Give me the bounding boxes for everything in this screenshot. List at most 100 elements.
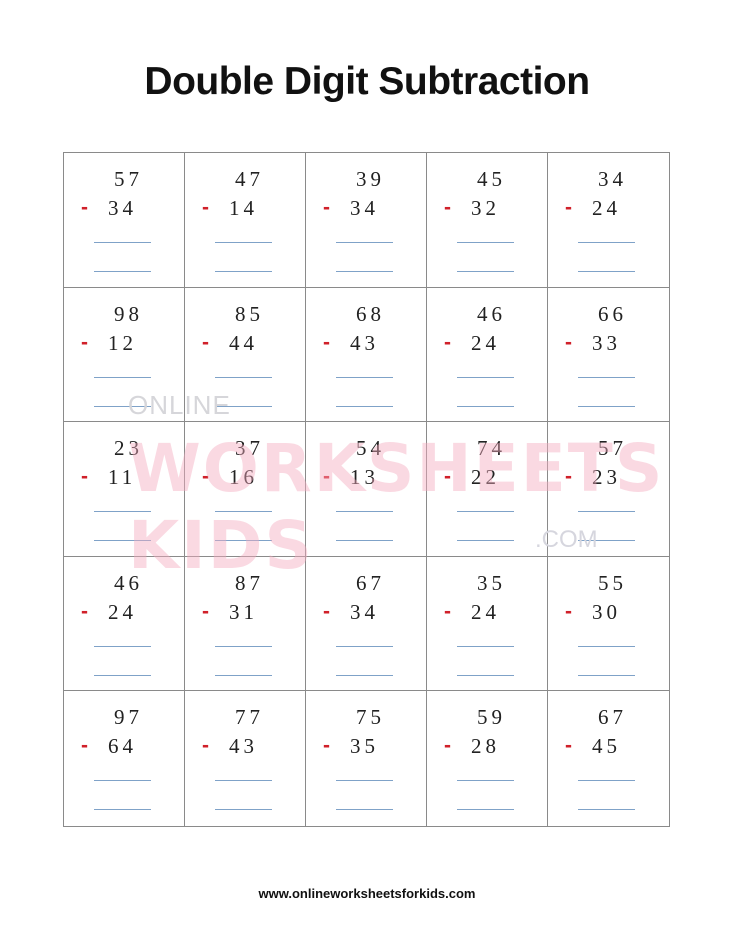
answer-line[interactable] xyxy=(578,376,635,378)
answer-line[interactable] xyxy=(457,540,514,542)
answer-line[interactable] xyxy=(578,511,635,513)
answer-line[interactable] xyxy=(215,511,272,513)
answer-line[interactable] xyxy=(336,674,393,676)
answer-line[interactable] xyxy=(336,376,393,378)
answer-line[interactable] xyxy=(578,645,635,647)
answer-line[interactable] xyxy=(215,376,272,378)
answer-line[interactable] xyxy=(457,674,514,676)
answer-line[interactable] xyxy=(457,645,514,647)
minus-sign: - xyxy=(444,196,451,219)
subtrahend: 45 xyxy=(592,734,621,759)
answer-line[interactable] xyxy=(457,405,514,407)
subtrahend: 31 xyxy=(229,599,258,624)
minuend: 68 xyxy=(356,301,385,326)
minus-sign: - xyxy=(565,330,572,354)
minuend: 98 xyxy=(114,301,143,326)
minuend: 23 xyxy=(114,436,143,461)
subtrahend: 24 xyxy=(471,599,500,624)
minuend: 54 xyxy=(356,436,385,461)
subtrahend: 23 xyxy=(592,465,621,490)
minuend: 67 xyxy=(356,570,385,595)
answer-line[interactable] xyxy=(457,809,514,811)
answer-line[interactable] xyxy=(578,674,635,676)
minus-sign: - xyxy=(565,465,572,489)
problem-cell: 46 -24 xyxy=(64,556,185,692)
minuend: 75 xyxy=(356,705,385,730)
subtrahend: 34 xyxy=(350,196,379,220)
minuend: 37 xyxy=(235,436,264,461)
problem-cell: 59 -28 xyxy=(427,691,548,826)
answer-line[interactable] xyxy=(336,645,393,647)
subtrahend: 34 xyxy=(108,196,137,220)
answer-line[interactable] xyxy=(215,540,272,542)
minuend: 66 xyxy=(598,301,627,326)
answer-line[interactable] xyxy=(457,271,514,272)
answer-line[interactable] xyxy=(94,376,151,378)
answer-line[interactable] xyxy=(94,511,151,513)
answer-line[interactable] xyxy=(578,780,635,782)
answer-line[interactable] xyxy=(457,780,514,782)
answer-line[interactable] xyxy=(578,540,635,542)
minus-sign: - xyxy=(444,330,451,354)
answer-line[interactable] xyxy=(215,780,272,782)
minus-sign: - xyxy=(565,599,572,623)
answer-line[interactable] xyxy=(457,242,514,243)
problem-cell: 37 -16 xyxy=(185,422,306,557)
minuend: 87 xyxy=(235,570,264,595)
answer-line[interactable] xyxy=(336,540,393,542)
problem-grid: 57-34 47-14 39-34 45-32 34-24 98-12 85-44 68-43… xyxy=(63,152,670,827)
answer-line[interactable] xyxy=(578,405,635,407)
minuend: 55 xyxy=(598,570,627,595)
subtrahend: 33 xyxy=(592,330,621,355)
subtrahend: 24 xyxy=(108,599,137,624)
minuend: 34 xyxy=(598,167,627,191)
minuend: 77 xyxy=(235,705,264,730)
minuend: 57 xyxy=(114,167,143,191)
subtrahend: 14 xyxy=(229,196,258,220)
minus-sign: - xyxy=(202,599,209,623)
answer-line[interactable] xyxy=(215,674,272,676)
answer-line[interactable] xyxy=(94,405,151,407)
subtrahend: 44 xyxy=(229,330,258,355)
minuend: 46 xyxy=(114,570,143,595)
answer-line[interactable] xyxy=(336,271,393,272)
problem-cell: 23 -11 xyxy=(64,422,185,557)
answer-line[interactable] xyxy=(94,780,151,782)
answer-line[interactable] xyxy=(94,645,151,647)
problem-cell: 35 -24 xyxy=(427,556,548,692)
answer-line[interactable] xyxy=(336,405,393,407)
minus-sign: - xyxy=(323,465,330,489)
minuend: 35 xyxy=(477,570,506,595)
answer-line[interactable] xyxy=(457,511,514,513)
answer-line[interactable] xyxy=(336,809,393,811)
minus-sign: - xyxy=(444,465,451,489)
answer-line[interactable] xyxy=(215,645,272,647)
answer-line[interactable] xyxy=(215,809,272,811)
subtrahend: 12 xyxy=(108,330,137,355)
minus-sign: - xyxy=(81,599,88,623)
answer-line[interactable] xyxy=(578,271,635,272)
minus-sign: - xyxy=(444,734,451,758)
minuend: 57 xyxy=(598,436,627,461)
answer-line[interactable] xyxy=(215,242,272,243)
answer-line[interactable] xyxy=(578,242,635,243)
answer-line[interactable] xyxy=(215,271,272,272)
answer-line[interactable] xyxy=(94,242,151,243)
answer-line[interactable] xyxy=(578,809,635,811)
answer-line[interactable] xyxy=(336,242,393,243)
answer-line[interactable] xyxy=(94,540,151,542)
answer-line[interactable] xyxy=(215,405,272,407)
answer-line[interactable] xyxy=(336,780,393,782)
answer-line[interactable] xyxy=(94,674,151,676)
minus-sign: - xyxy=(81,734,88,758)
answer-line[interactable] xyxy=(94,271,151,272)
subtrahend: 34 xyxy=(350,599,379,624)
problem-cell: 54 -13 xyxy=(306,422,427,557)
answer-line[interactable] xyxy=(94,809,151,811)
subtrahend: 16 xyxy=(229,465,258,490)
minus-sign: - xyxy=(565,196,572,219)
answer-line[interactable] xyxy=(457,376,514,378)
minus-sign: - xyxy=(565,734,572,758)
answer-line[interactable] xyxy=(336,511,393,513)
minus-sign: - xyxy=(81,330,88,354)
